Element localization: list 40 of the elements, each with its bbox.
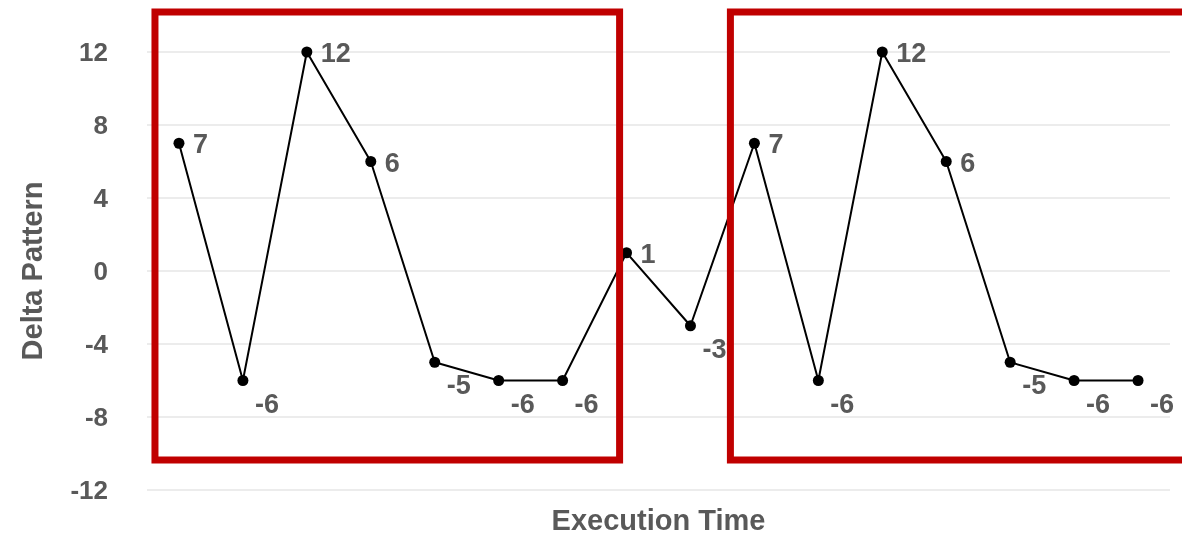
point: [173, 137, 185, 149]
point: [1068, 375, 1080, 386]
data-label: -6: [830, 388, 855, 419]
y-tick-label: 8: [93, 110, 108, 140]
data-label: 1: [640, 238, 656, 269]
data-label: -6: [254, 388, 279, 419]
y-tick-label: 0: [93, 256, 108, 286]
data-label: -5: [1022, 370, 1047, 401]
point: [493, 375, 505, 386]
data-label: -3: [702, 333, 727, 364]
y-tick-label: 12: [79, 37, 108, 67]
point: [429, 356, 441, 368]
data-label: -5: [446, 370, 471, 401]
data-label: 12: [896, 38, 927, 68]
data-label: 12: [320, 38, 351, 68]
point: [365, 156, 377, 167]
y-tick-label: -12: [70, 475, 108, 505]
point: [557, 375, 569, 386]
point: [812, 375, 824, 386]
data-label: -6: [1150, 388, 1175, 419]
data-label: -6: [510, 388, 535, 419]
data-label: -6: [574, 388, 599, 419]
point: [237, 375, 249, 386]
y-axis-title: Delta Pattern: [16, 181, 48, 361]
point: [301, 46, 313, 58]
x-axis-title: Execution Time: [551, 504, 766, 534]
data-label: 7: [768, 129, 784, 160]
data-label: -6: [1086, 388, 1111, 419]
y-tick-label: 4: [93, 183, 109, 213]
point: [876, 46, 888, 58]
point: [1004, 356, 1016, 368]
data-label: 6: [960, 147, 976, 178]
point: [748, 137, 760, 149]
y-tick-label: -4: [84, 329, 109, 359]
data-label: 7: [192, 129, 208, 160]
point: [1132, 375, 1144, 386]
data-label: 6: [384, 147, 400, 178]
point: [940, 156, 952, 167]
y-tick-label: -8: [84, 402, 108, 432]
point: [684, 320, 696, 332]
